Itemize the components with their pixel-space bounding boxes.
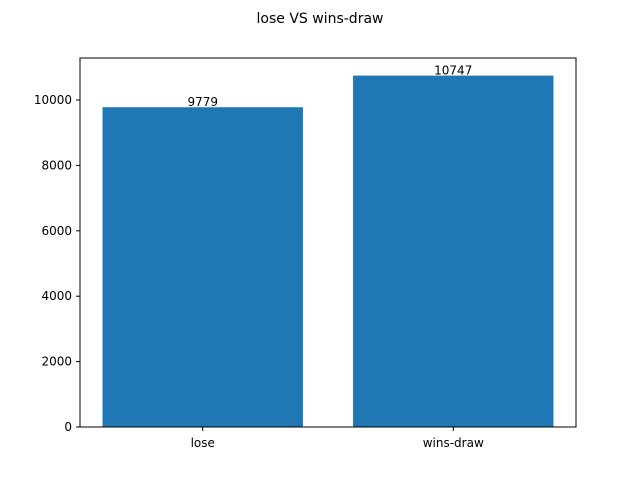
x-tick-label-lose: lose xyxy=(191,436,215,450)
y-tick-label-8000: 8000 xyxy=(41,158,72,172)
y-axis: 0 2000 4000 6000 8000 10000 xyxy=(34,93,80,434)
bar-lose xyxy=(102,107,303,428)
data-label-wins-draw: 10747 xyxy=(434,64,472,78)
x-tick-label-wins-draw: wins-draw xyxy=(423,436,484,450)
y-tick-label-4000: 4000 xyxy=(41,289,72,303)
y-tick-label-0: 0 xyxy=(64,420,72,434)
y-tick-label-10000: 10000 xyxy=(34,93,72,107)
y-tick-label-2000: 2000 xyxy=(41,355,72,369)
plot-area-frame xyxy=(79,57,577,428)
bars-layer xyxy=(102,75,554,428)
y-tick-label-6000: 6000 xyxy=(41,224,72,238)
data-label-lose: 9779 xyxy=(187,95,218,109)
bar-wins-draw xyxy=(353,75,554,427)
data-labels-layer: 9779 10747 xyxy=(187,64,472,110)
x-axis: lose wins-draw xyxy=(191,427,484,450)
chart-title: lose VS wins-draw xyxy=(257,11,384,27)
